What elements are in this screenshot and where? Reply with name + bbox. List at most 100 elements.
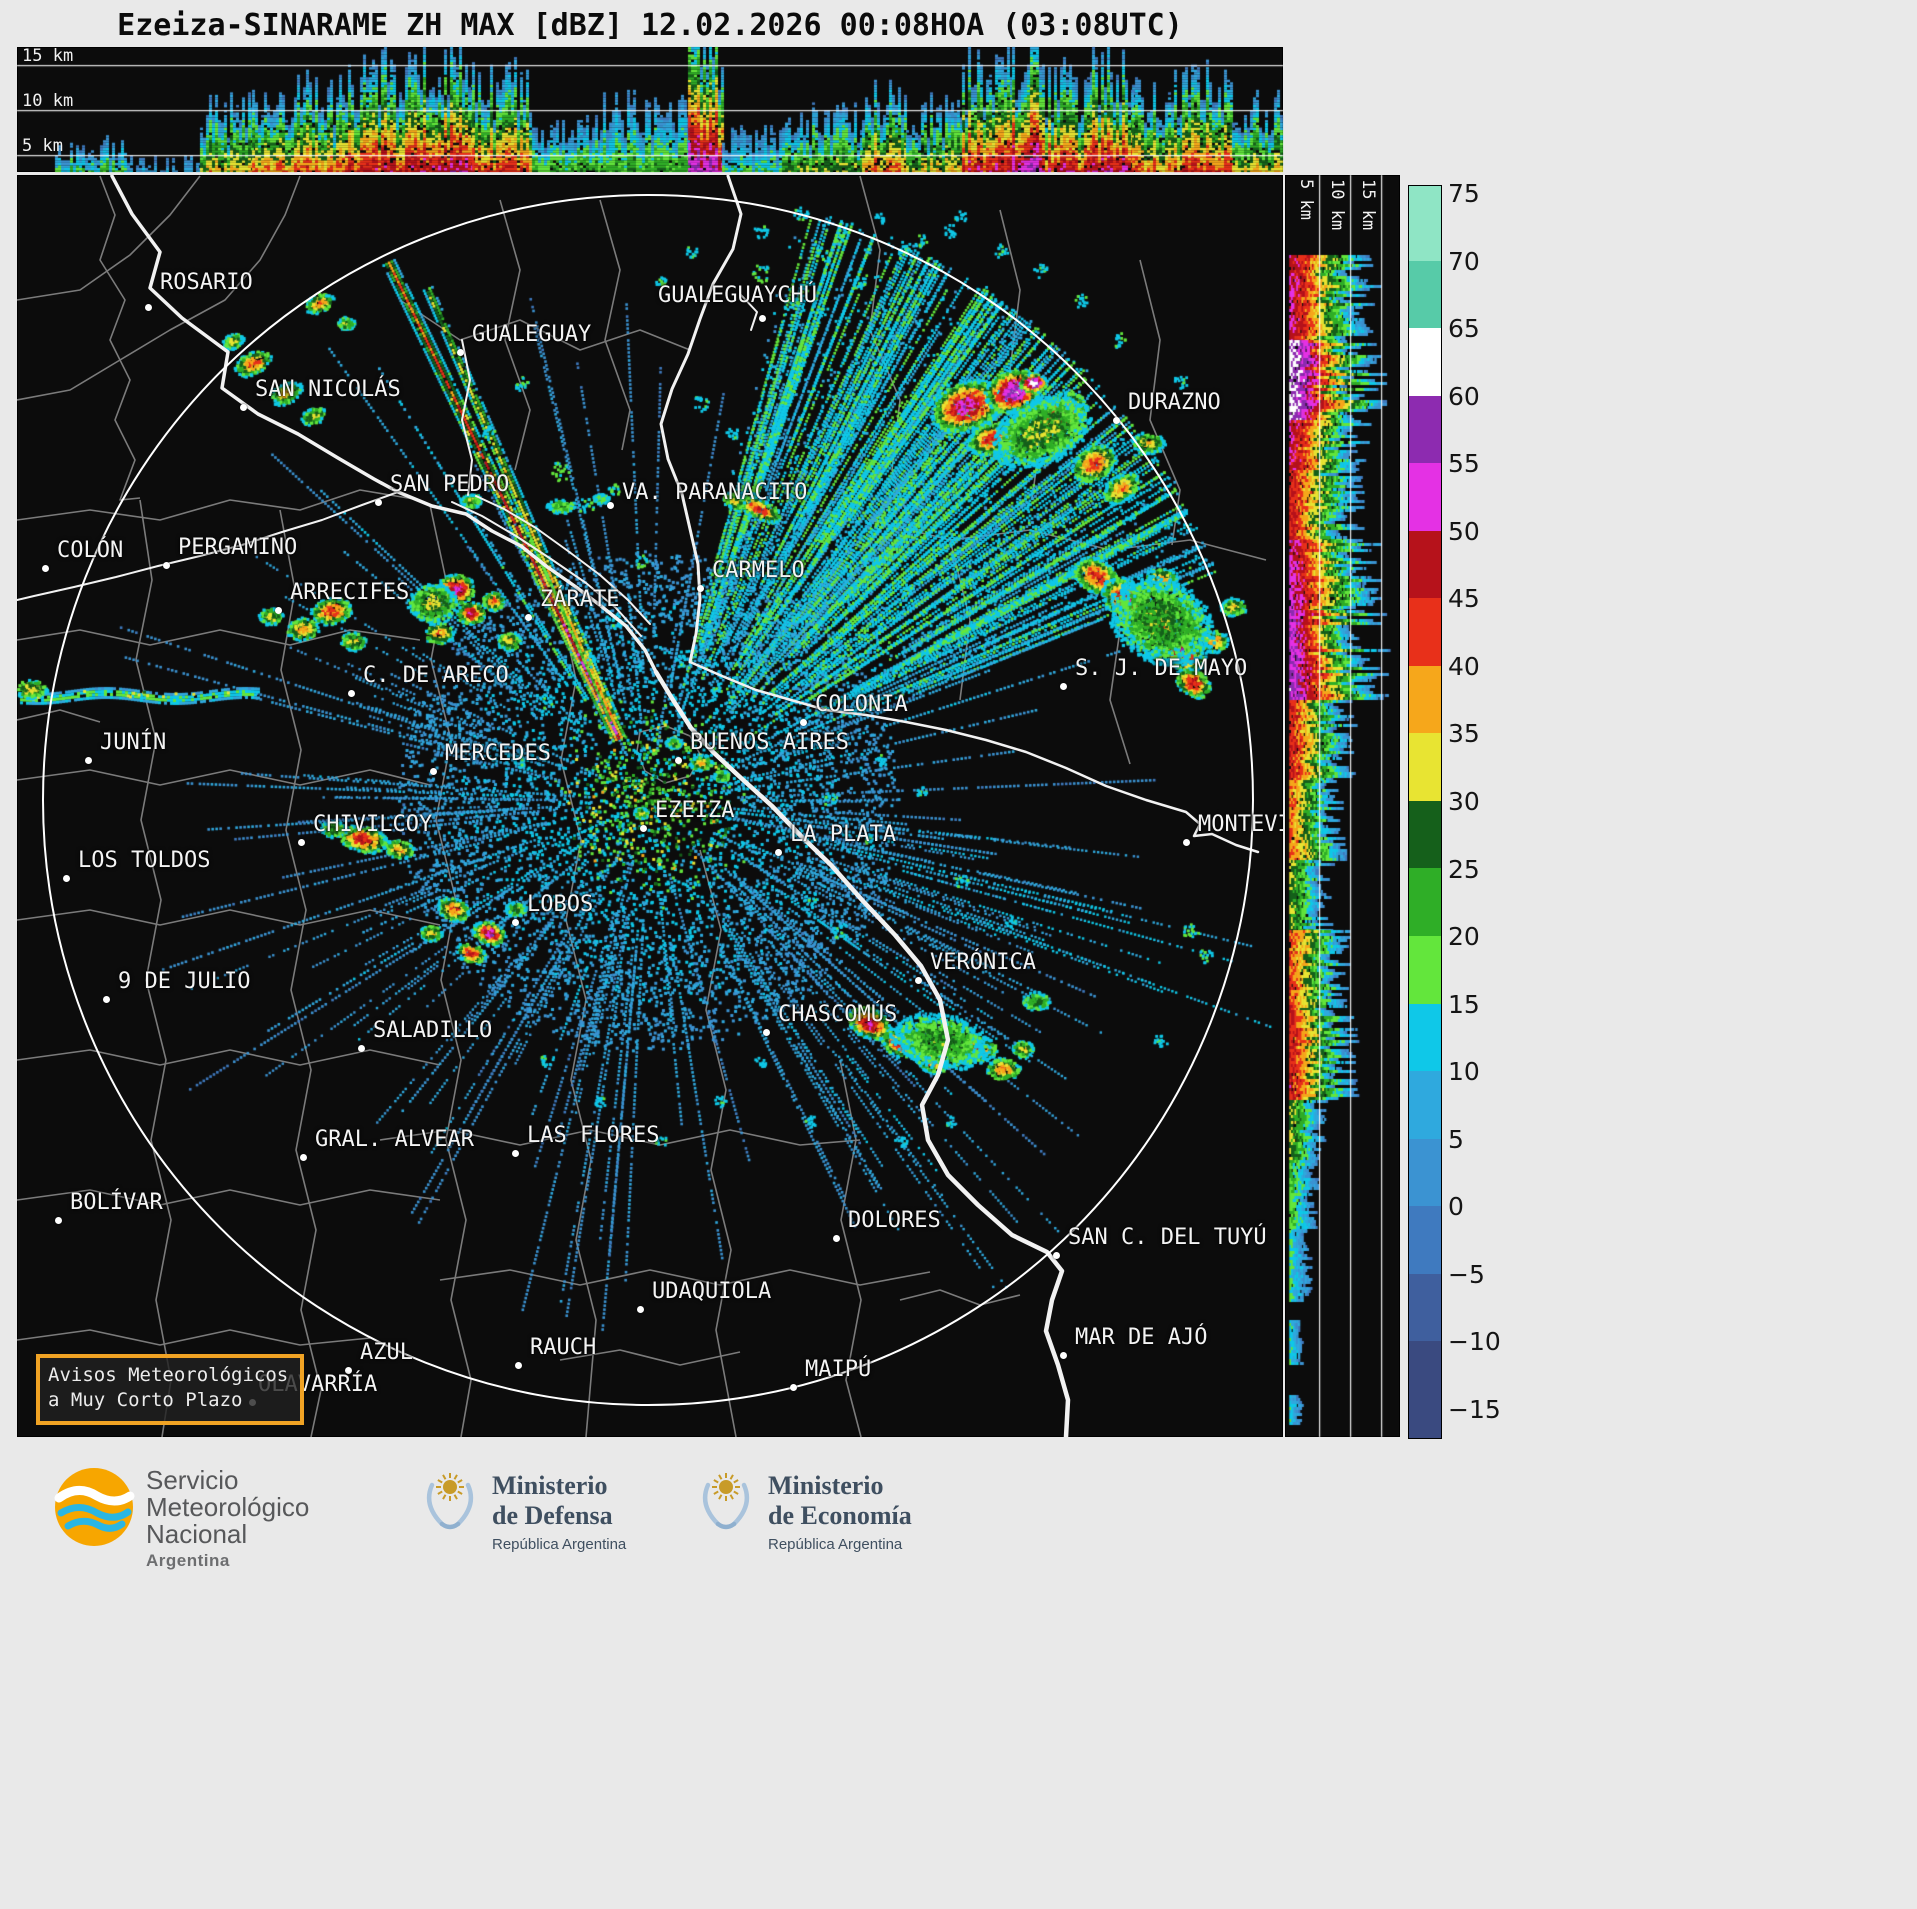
- colorbar-segment: [1409, 1003, 1441, 1072]
- city-label: GUALEGUAYCHÚ: [658, 283, 817, 308]
- colorbar-segment: [1409, 665, 1441, 734]
- city-dot: [63, 875, 70, 882]
- colorbar-segment: [1409, 395, 1441, 464]
- colorbar-tick-label: 35: [1448, 719, 1480, 749]
- city-label: S. J. DE MAYO: [1075, 656, 1248, 681]
- city-dot: [515, 1362, 522, 1369]
- city-dot: [775, 849, 782, 856]
- economia-country: República Argentina: [768, 1536, 903, 1553]
- colorbar-tick-label: 50: [1448, 516, 1480, 546]
- city-label: SALADILLO: [373, 1018, 493, 1043]
- city-dot: [103, 996, 110, 1003]
- colorbar-tick-label: 30: [1448, 786, 1480, 816]
- colorbar-segment: [1409, 1206, 1441, 1274]
- city-dot: [375, 499, 382, 506]
- city-label: VA. PARANACITO: [622, 480, 808, 505]
- height-label-top-5km: 5 km: [22, 136, 63, 156]
- colorbar-tick-label: 25: [1448, 854, 1480, 884]
- colorbar-segment: [1409, 598, 1441, 666]
- city-dot: [300, 1154, 307, 1161]
- city-label: EZEIZA: [655, 798, 735, 823]
- city-label: 9 DE JULIO: [118, 969, 251, 994]
- smn-name-line2: Meteorológico: [146, 1492, 310, 1522]
- city-label: GUALEGUAY: [472, 322, 592, 347]
- city-dot: [675, 757, 682, 764]
- height-label-right-10km: 10 km: [1327, 179, 1347, 231]
- footer-logos: Servicio Meteorológico Nacional Argentin…: [0, 1455, 1917, 1635]
- city-dot: [790, 1384, 797, 1391]
- defensa-country: República Argentina: [492, 1536, 627, 1553]
- warning-line1: Avisos Meteorológicos: [48, 1364, 289, 1386]
- city-label: GRAL. ALVEAR: [315, 1127, 474, 1152]
- colorbar-segment: [1409, 328, 1441, 396]
- city-label: UDAQUIOLA: [652, 1279, 772, 1304]
- colorbar-segment: [1409, 800, 1441, 869]
- city-label: SAN C. DEL TUYÚ: [1068, 1225, 1267, 1250]
- city-dot: [85, 757, 92, 764]
- colorbar-segment: [1409, 463, 1441, 531]
- city-dot: [275, 607, 282, 614]
- colorbar-segment: [1409, 1273, 1441, 1342]
- city-dot: [915, 977, 922, 984]
- city-dot: [697, 585, 704, 592]
- colorbar-segment: [1409, 1138, 1441, 1207]
- city-dot: [163, 562, 170, 569]
- smn-name-line3: Nacional: [146, 1519, 248, 1549]
- city-dot: [1060, 1352, 1067, 1359]
- colorbar-segment: [1409, 193, 1441, 261]
- city-dot: [457, 349, 464, 356]
- city-dot: [145, 304, 152, 311]
- colorbar-tick-label: 70: [1448, 246, 1480, 276]
- top-cross-section-panel: [17, 47, 1283, 172]
- smn-logo-icon: [54, 1468, 135, 1546]
- colorbar-segment: [1409, 868, 1441, 937]
- city-dot: [512, 919, 519, 926]
- colorbar-tick-label: 20: [1448, 922, 1480, 952]
- smn-country: Argentina: [146, 1551, 230, 1570]
- city-label: LAS FLORES: [527, 1123, 660, 1148]
- dbz-colorbar: [1408, 185, 1442, 1439]
- city-dot: [763, 1029, 770, 1036]
- city-label: JUNÍN: [100, 730, 167, 755]
- city-dot: [42, 565, 49, 572]
- colorbar-segment: [1409, 936, 1441, 1004]
- warning-line2: a Muy Corto Plazo: [48, 1389, 243, 1411]
- city-label: PERGAMINO: [178, 535, 298, 560]
- city-label: SAN NICOLÁS: [255, 377, 401, 402]
- height-label-right-5km: 5 km: [1296, 179, 1316, 220]
- city-label: LA PLATA: [790, 822, 896, 847]
- city-dot: [607, 502, 614, 509]
- city-label: MAR DE AJÓ: [1075, 1325, 1208, 1350]
- colorbar-tick-label: 75: [1448, 179, 1480, 208]
- colorbar-tick-label: −15: [1448, 1394, 1501, 1424]
- city-dot: [833, 1235, 840, 1242]
- city-dot: [1060, 683, 1067, 690]
- colorbar-tick-label: −10: [1448, 1327, 1501, 1357]
- colorbar-segment: [1409, 530, 1441, 599]
- colorbar-tick-label: 55: [1448, 449, 1480, 479]
- warning-box: Avisos Meteorológicos a Muy Corto Plazo: [36, 1354, 304, 1425]
- city-label: COLÓN: [57, 538, 124, 563]
- height-label-top-10km: 10 km: [22, 91, 74, 111]
- colorbar-tick-label: 65: [1448, 314, 1480, 344]
- colorbar-cap: [1409, 1408, 1441, 1438]
- city-label: C. DE ARECO: [363, 663, 509, 688]
- city-dot: [637, 1306, 644, 1313]
- city-dot: [1183, 839, 1190, 846]
- colorbar-tick-label: 5: [1448, 1124, 1464, 1154]
- city-label: CHASCOMÚS: [778, 1002, 898, 1027]
- city-label: BOLÍVAR: [70, 1190, 163, 1215]
- city-dot: [348, 690, 355, 697]
- city-label: CARMELO: [712, 558, 805, 583]
- city-label: ARRECIFES: [290, 580, 410, 605]
- colorbar-tick-label: 15: [1448, 989, 1480, 1019]
- city-dot: [1113, 417, 1120, 424]
- city-dot: [55, 1217, 62, 1224]
- city-label: MERCEDES: [445, 741, 551, 766]
- colorbar-cap: [1409, 186, 1441, 193]
- colorbar-tick-label: 40: [1448, 651, 1480, 681]
- city-label: RAUCH: [530, 1335, 597, 1360]
- city-label: BUENOS AIRES: [690, 730, 849, 755]
- colorbar-tick-label: −5: [1448, 1259, 1485, 1289]
